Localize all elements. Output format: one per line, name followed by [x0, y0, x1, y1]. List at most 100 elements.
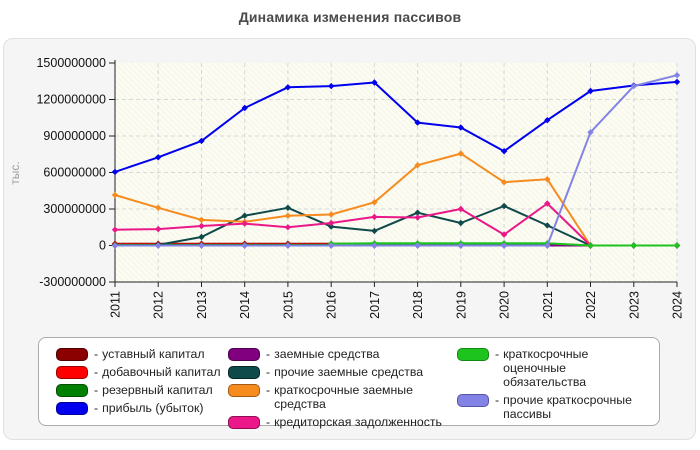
- legend-item-7: - кредиторская задолженность: [228, 415, 457, 429]
- x-tick-label: 2016: [325, 291, 339, 319]
- series-9: [111, 72, 681, 249]
- data-point-marker: [414, 242, 421, 249]
- y-tick-label: -300000000: [39, 275, 106, 289]
- data-point-marker: [241, 242, 248, 249]
- legend-label: уставный капитал: [102, 347, 205, 361]
- y-tick-label: 900000000: [43, 129, 106, 143]
- data-point-marker: [587, 87, 594, 95]
- legend-item-5: - прочие заемные средства: [228, 365, 457, 379]
- data-point-marker: [198, 216, 205, 224]
- legend-dash: -: [266, 347, 271, 361]
- x-tick-label: 2015: [281, 291, 295, 319]
- data-point-marker: [457, 219, 464, 227]
- data-point-marker: [414, 162, 421, 169]
- data-point-marker: [371, 242, 378, 249]
- data-point-marker: [500, 179, 508, 186]
- axes: 1500000000 1200000000 900000000 600000000 30…: [36, 56, 684, 319]
- legend-item-0: - уставный капитал: [56, 347, 228, 361]
- legend-swatch-icon: [56, 366, 88, 379]
- data-point-marker: [587, 242, 594, 249]
- chart-title: Динамика изменения пассивов: [238, 9, 462, 25]
- x-tick-label: 2019: [454, 291, 468, 319]
- data-point-marker: [328, 219, 335, 227]
- data-point-marker: [544, 222, 551, 229]
- legend-item-1: - добавочный капитал: [56, 365, 228, 379]
- chart-canvas: 1500000000 1200000000 900000000 600000000 30…: [8, 56, 685, 319]
- x-tick-label: 2024: [671, 291, 685, 319]
- legend-label: прочие краткосрочные пассивы: [503, 393, 632, 421]
- data-point-marker: [111, 226, 119, 233]
- legend-item-6: - краткосрочные заемные средства: [228, 383, 457, 411]
- data-point-marker: [241, 212, 248, 219]
- x-tick-label: 2011: [109, 291, 123, 318]
- legend-dash: -: [266, 415, 271, 429]
- x-tick-label: 2014: [238, 291, 252, 319]
- series-line: [114, 202, 592, 247]
- data-point-marker: [544, 242, 551, 249]
- legend-dash: -: [94, 383, 99, 397]
- data-point-marker: [241, 104, 248, 112]
- data-point-marker: [328, 223, 335, 230]
- legend-label: добавочный капитал: [102, 365, 221, 379]
- data-point-marker: [500, 242, 508, 249]
- series-6: [111, 150, 594, 249]
- data-point-marker: [414, 214, 421, 221]
- data-point-marker: [544, 200, 551, 207]
- data-point-marker: [500, 202, 508, 210]
- data-point-marker: [371, 213, 378, 221]
- legend-dash: -: [495, 393, 500, 407]
- y-tick-label: 300000000: [43, 202, 106, 216]
- chart-panel: 1500000000 1200000000 900000000 600000000 30…: [3, 38, 696, 440]
- legend-label: прибыль (убыток): [102, 401, 204, 415]
- legend-swatch-icon: [457, 394, 489, 407]
- data-point-marker: [155, 204, 162, 211]
- data-point-marker: [673, 78, 681, 86]
- y-tick-label: 600000000: [43, 166, 106, 180]
- legend-item-3: - прибыль (убыток): [56, 401, 228, 415]
- legend-item-2: - резервный капитал: [56, 383, 228, 397]
- data-point-marker: [155, 225, 162, 233]
- data-point-marker: [284, 84, 292, 91]
- data-point-marker: [544, 176, 551, 183]
- y-tick-label: 0: [99, 239, 106, 253]
- data-point-marker: [328, 82, 335, 90]
- data-point-marker: [630, 242, 637, 249]
- data-point-marker: [587, 129, 594, 136]
- data-point-marker: [673, 72, 681, 79]
- data-point-marker: [630, 82, 637, 90]
- y-axis-unit-label: тыс.: [8, 161, 22, 184]
- legend-column-2: - краткосрочные оценочные обязательства - п…: [457, 347, 655, 425]
- data-point-marker: [198, 137, 205, 145]
- chart-legend: - уставный капитал - добавочный капитал - рез…: [38, 337, 660, 429]
- legend-dash: -: [94, 365, 99, 379]
- data-point-marker: [371, 79, 378, 86]
- legend-label: прочие заемные средства: [274, 365, 424, 379]
- legend-label: краткосрочные заемные средства: [274, 383, 413, 411]
- data-point-marker: [328, 211, 335, 218]
- data-point-marker: [673, 242, 681, 249]
- data-point-marker: [111, 242, 119, 249]
- data-point-marker: [544, 117, 551, 124]
- data-point-marker: [371, 199, 378, 206]
- legend-label: кредиторская задолженность: [274, 415, 442, 429]
- x-tick-label: 2021: [541, 291, 555, 319]
- legend-dash: -: [266, 383, 271, 397]
- legend-item-9: - прочие краткосрочные пассивы: [457, 393, 655, 421]
- data-point-marker: [284, 242, 292, 249]
- series-5: [155, 202, 594, 249]
- legend-swatch-icon: [228, 384, 260, 397]
- series-3: [111, 78, 681, 176]
- series-line: [114, 80, 678, 173]
- data-point-marker: [198, 242, 205, 249]
- data-point-marker: [284, 204, 292, 211]
- data-point-marker: [414, 119, 421, 126]
- legend-swatch-icon: [457, 348, 489, 361]
- x-tick-label: 2017: [368, 291, 382, 319]
- legend-swatch-icon: [56, 402, 88, 415]
- data-point-marker: [284, 224, 292, 231]
- data-point-marker: [414, 209, 421, 216]
- legend-item-4: - заемные средства: [228, 347, 457, 361]
- gridlines: [115, 63, 678, 282]
- legend-column-0: - уставный капитал - добавочный капитал - рез…: [56, 347, 228, 425]
